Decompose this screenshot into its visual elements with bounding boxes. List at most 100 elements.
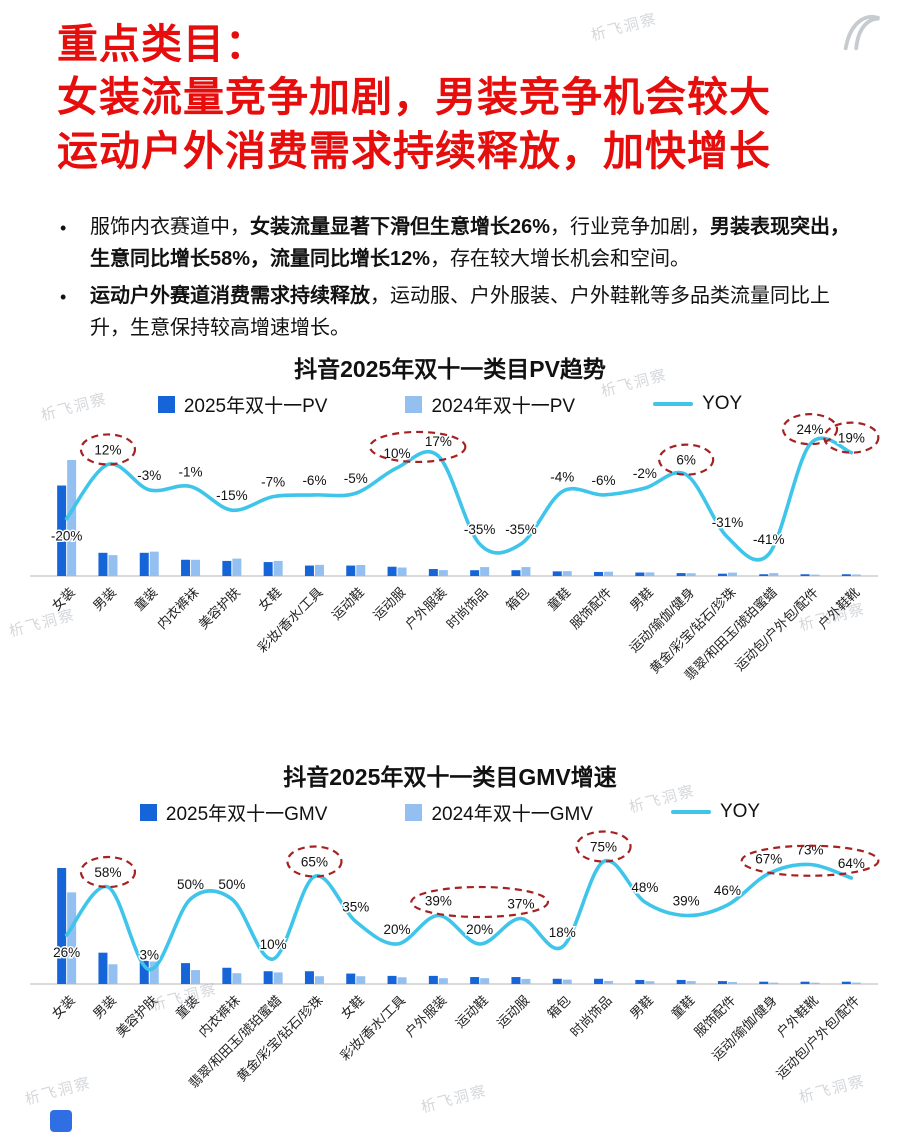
bar-2024 bbox=[438, 978, 448, 984]
bar-2025 bbox=[470, 570, 480, 576]
yoy-value-label: 3% bbox=[139, 948, 159, 963]
bar-2025 bbox=[511, 570, 521, 576]
bar-2025 bbox=[181, 963, 191, 984]
bar-2024 bbox=[480, 567, 490, 576]
bar-2024 bbox=[645, 572, 655, 576]
highlight-ellipse bbox=[79, 433, 137, 466]
bar-2025 bbox=[387, 566, 397, 576]
legend-line-swatch bbox=[670, 810, 711, 814]
category-label: 女鞋 bbox=[255, 585, 284, 614]
category-label: 美容护肤 bbox=[113, 993, 160, 1040]
category-label: 户外服装 bbox=[402, 993, 449, 1040]
bar-2024 bbox=[727, 982, 737, 984]
bar-2024 bbox=[67, 460, 77, 576]
yoy-value-label: 48% bbox=[631, 880, 658, 895]
bar-2025 bbox=[841, 981, 851, 984]
yoy-value-label: 37% bbox=[507, 897, 534, 912]
yoy-label-group: 26% 58% 3% 50% 50% 10% 65% 35% 20% 39% 20% 37% 18% 75… bbox=[52, 838, 867, 964]
category-label: 女装 bbox=[49, 585, 78, 614]
yoy-value-label: -7% bbox=[261, 475, 285, 490]
legend-item: 2025年双十一GMV bbox=[139, 799, 327, 826]
bar-2025 bbox=[304, 971, 314, 984]
category-label: 运动服 bbox=[370, 585, 408, 623]
bar-2024 bbox=[686, 573, 696, 576]
bar-2024 bbox=[604, 980, 614, 984]
bar-2025 bbox=[98, 552, 108, 576]
bar-2025 bbox=[717, 981, 727, 984]
bar-2024 bbox=[521, 978, 531, 984]
highlight-group bbox=[79, 830, 880, 919]
bar-2025 bbox=[511, 977, 521, 984]
yoy-value-label: 10% bbox=[384, 446, 411, 461]
category-label: 女装 bbox=[49, 993, 78, 1022]
bar-2025 bbox=[676, 979, 686, 984]
category-label: 童鞋 bbox=[544, 585, 573, 614]
legend-bar-swatch bbox=[405, 395, 423, 413]
category-label: 箱包 bbox=[544, 993, 573, 1022]
legend-item: 2025年双十一PV bbox=[157, 391, 327, 418]
bar-2024 bbox=[108, 964, 118, 984]
bar-2024 bbox=[562, 979, 572, 984]
category-label: 运动鞋 bbox=[453, 993, 491, 1031]
legend-label: YOY bbox=[702, 393, 743, 414]
yoy-value-label: 12% bbox=[94, 442, 121, 457]
bars-previous-year-group bbox=[67, 460, 861, 576]
bars-current-year-group bbox=[57, 868, 851, 984]
bar-2024 bbox=[645, 981, 655, 984]
bar-2024 bbox=[604, 571, 614, 576]
bullet-item: • 运动户外赛道消费需求持续释放，运动服、户外服装、户外鞋靴等多品类流量同比上升，… bbox=[60, 281, 858, 344]
highlight-ellipse bbox=[368, 430, 467, 464]
category-label: 时尚饰品 bbox=[567, 993, 614, 1040]
yoy-value-label: -35% bbox=[464, 522, 496, 537]
bar-2025 bbox=[594, 571, 604, 576]
gmv-chart-plot: 26% 58% 3% 50% 50% 10% 65% 35% 20% 39% 20% 37% 18% 75… bbox=[30, 830, 880, 1091]
bar-2024 bbox=[314, 564, 324, 576]
title-line-3: 运动户外消费需求持续释放，加快增长 bbox=[57, 127, 771, 174]
legend-item: YOY bbox=[670, 801, 761, 823]
highlight-ellipse bbox=[286, 845, 343, 878]
bullet-segment: ，存在较大增长机会和空间。 bbox=[430, 247, 691, 270]
bar-2024 bbox=[397, 977, 407, 984]
yoy-value-label: -41% bbox=[753, 532, 785, 547]
title-line-1: 重点类目： bbox=[57, 21, 267, 67]
bar-2025 bbox=[57, 485, 67, 576]
yoy-value-label: 19% bbox=[838, 431, 865, 446]
legend-item: 2024年双十一GMV bbox=[405, 799, 593, 826]
yoy-value-label: -2% bbox=[633, 466, 657, 481]
category-label: 运动服 bbox=[494, 993, 532, 1031]
bar-2024 bbox=[851, 982, 861, 984]
bar-2025 bbox=[346, 565, 356, 576]
highlight-group bbox=[79, 413, 880, 476]
bar-2025 bbox=[387, 975, 397, 984]
yoy-value-label: 50% bbox=[218, 877, 245, 892]
category-label: 时尚饰品 bbox=[443, 585, 490, 632]
gmv-chart-section: 抖音2025年双十一类目GMV增速 2025年双十一GMV 2024年双十一GMV… bbox=[20, 758, 880, 1102]
bars-current-year-group bbox=[57, 485, 851, 576]
legend-label: YOY bbox=[719, 801, 761, 822]
bar-2024 bbox=[314, 976, 324, 984]
yoy-value-label: 65% bbox=[301, 855, 328, 870]
bar-2024 bbox=[397, 567, 407, 576]
highlight-ellipse bbox=[658, 443, 715, 476]
category-label: 童装 bbox=[173, 993, 202, 1022]
bars-previous-year-group bbox=[67, 892, 861, 984]
legend-item: YOY bbox=[653, 393, 742, 415]
highlight-ellipse bbox=[781, 413, 839, 446]
highlight-ellipse bbox=[823, 421, 880, 454]
bar-2024 bbox=[273, 560, 283, 576]
highlight-ellipse bbox=[575, 830, 632, 863]
bullet-segment: ，行业竞争加剧， bbox=[550, 216, 711, 238]
yoy-value-label: 50% bbox=[177, 877, 204, 892]
bar-2025 bbox=[841, 574, 851, 576]
gmv-chart-title: 抖音2025年双十一类目GMV增速 bbox=[283, 764, 617, 790]
bar-2024 bbox=[480, 978, 490, 984]
bar-2025 bbox=[304, 565, 314, 576]
bar-2024 bbox=[191, 970, 201, 984]
bar-2025 bbox=[552, 571, 562, 576]
legend-label: 2024年双十一GMV bbox=[431, 803, 593, 825]
legend-bar-swatch bbox=[139, 803, 157, 821]
bar-2025 bbox=[428, 975, 438, 984]
category-label: 箱包 bbox=[503, 585, 532, 614]
bar-2025 bbox=[594, 978, 604, 984]
yoy-value-label: -5% bbox=[344, 471, 368, 486]
